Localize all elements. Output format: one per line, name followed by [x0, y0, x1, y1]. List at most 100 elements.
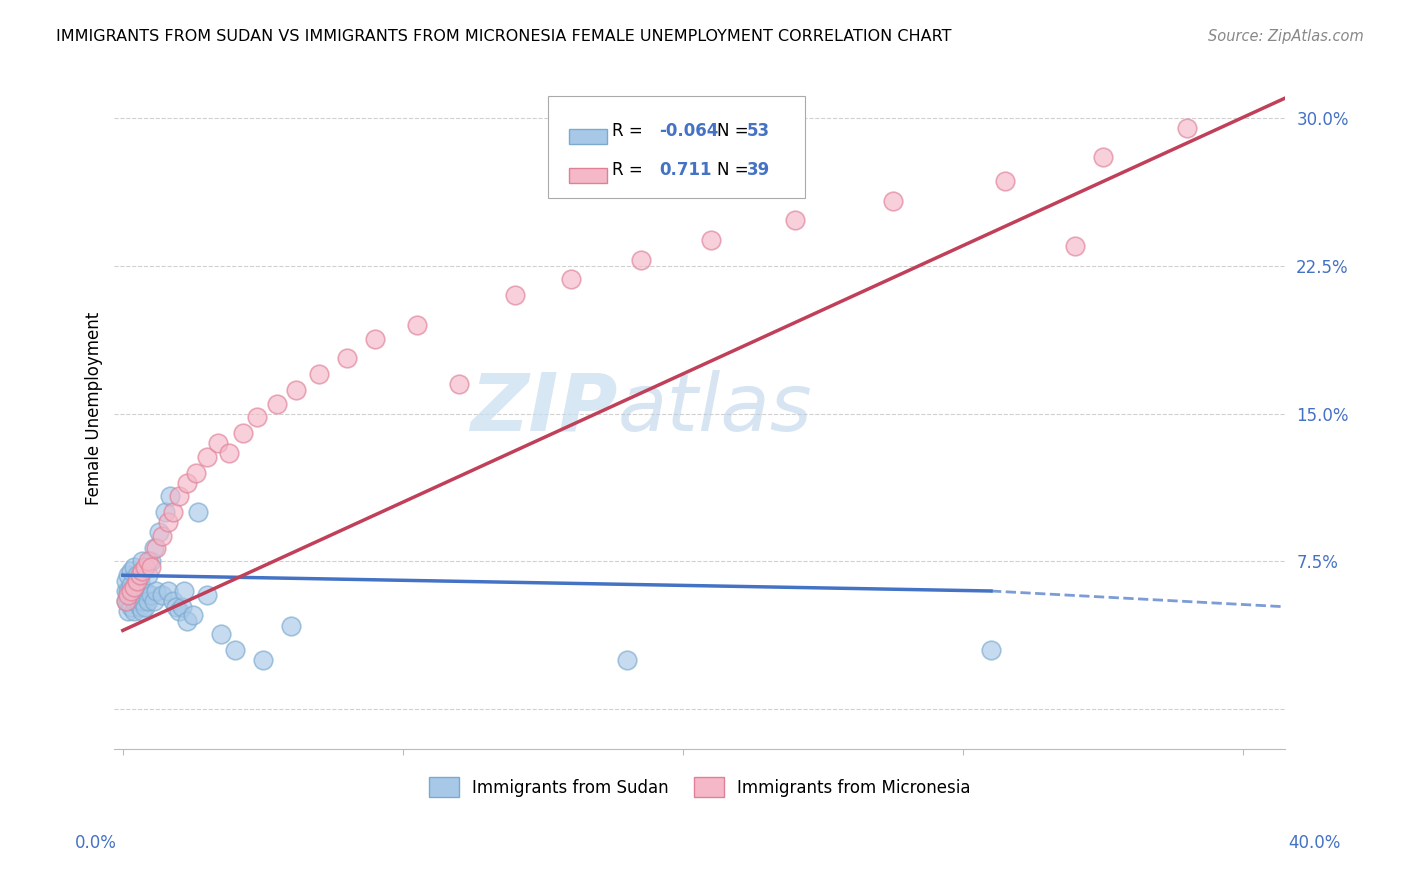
Point [285, 383, 308, 397]
Point [145, 584, 167, 599]
Text: ZIP: ZIP [471, 369, 617, 448]
Point [139, 560, 162, 574]
Point [131, 594, 153, 608]
Text: -0.064: -0.064 [659, 122, 718, 140]
Text: 39: 39 [747, 161, 770, 178]
Point [630, 252, 652, 267]
Point [616, 653, 638, 667]
Point [125, 584, 148, 599]
Point [128, 568, 150, 582]
Point [159, 489, 181, 503]
Point [167, 489, 190, 503]
Point [266, 397, 288, 411]
Point [120, 578, 142, 592]
Point [1064, 239, 1087, 253]
Point [406, 318, 429, 332]
Point [128, 588, 150, 602]
Point [120, 584, 142, 599]
Point [134, 560, 156, 574]
Point [994, 174, 1017, 188]
Point [503, 288, 526, 302]
Point [117, 594, 139, 608]
Bar [568, 128, 607, 144]
Bar [568, 168, 607, 183]
Point [153, 505, 176, 519]
Point [232, 426, 254, 441]
Point [117, 588, 139, 602]
Point [181, 607, 204, 622]
Text: 53: 53 [747, 122, 769, 140]
Point [139, 588, 162, 602]
Point [167, 604, 190, 618]
Point [136, 568, 159, 582]
Point [128, 599, 150, 614]
Text: Source: ZipAtlas.com: Source: ZipAtlas.com [1208, 29, 1364, 44]
Point [980, 643, 1002, 657]
Point [122, 604, 145, 618]
Point [560, 272, 582, 286]
Point [1175, 120, 1198, 135]
Point [114, 594, 136, 608]
Text: R =: R = [612, 122, 643, 140]
Point [700, 233, 723, 247]
Point [176, 475, 198, 490]
Text: IMMIGRANTS FROM SUDAN VS IMMIGRANTS FROM MICRONESIA FEMALE UNEMPLOYMENT CORRELAT: IMMIGRANTS FROM SUDAN VS IMMIGRANTS FROM… [56, 29, 952, 44]
Text: atlas: atlas [617, 369, 813, 448]
Point [246, 410, 269, 425]
Point [176, 614, 198, 628]
Point [148, 524, 170, 539]
Point [150, 588, 173, 602]
Point [142, 594, 165, 608]
Point [150, 529, 173, 543]
Point [125, 574, 148, 588]
Point [128, 574, 150, 588]
Point [280, 619, 302, 633]
Text: R =: R = [612, 161, 643, 178]
Point [162, 505, 184, 519]
Point [165, 599, 187, 614]
Point [308, 367, 330, 381]
Point [136, 554, 159, 568]
Point [131, 564, 153, 578]
Point [131, 554, 153, 568]
Point [122, 560, 145, 574]
Point [207, 436, 229, 450]
Y-axis label: Female Unemployment: Female Unemployment [86, 312, 103, 505]
FancyBboxPatch shape [547, 95, 806, 198]
Point [120, 599, 142, 614]
Text: 40.0%: 40.0% [1288, 834, 1341, 852]
Point [209, 627, 232, 641]
Point [195, 450, 218, 464]
Legend: Immigrants from Sudan, Immigrants from Micronesia: Immigrants from Sudan, Immigrants from M… [420, 769, 979, 805]
Point [122, 584, 145, 599]
Point [447, 376, 470, 391]
Point [783, 213, 806, 227]
Point [114, 594, 136, 608]
Point [1092, 150, 1115, 164]
Text: 0.0%: 0.0% [75, 834, 117, 852]
Point [114, 574, 136, 588]
Point [187, 505, 209, 519]
Point [120, 588, 142, 602]
Point [117, 604, 139, 618]
Point [122, 594, 145, 608]
Point [125, 594, 148, 608]
Point [122, 580, 145, 594]
Point [134, 584, 156, 599]
Point [117, 584, 139, 599]
Point [136, 594, 159, 608]
Point [120, 564, 142, 578]
Point [117, 568, 139, 582]
Point [252, 653, 274, 667]
Point [156, 515, 179, 529]
Point [145, 541, 167, 555]
Point [218, 446, 240, 460]
Point [125, 568, 148, 582]
Text: 0.711: 0.711 [659, 161, 711, 178]
Text: N =: N = [717, 161, 749, 178]
Point [114, 584, 136, 599]
Point [336, 351, 359, 366]
Point [184, 466, 207, 480]
Point [131, 604, 153, 618]
Point [134, 599, 156, 614]
